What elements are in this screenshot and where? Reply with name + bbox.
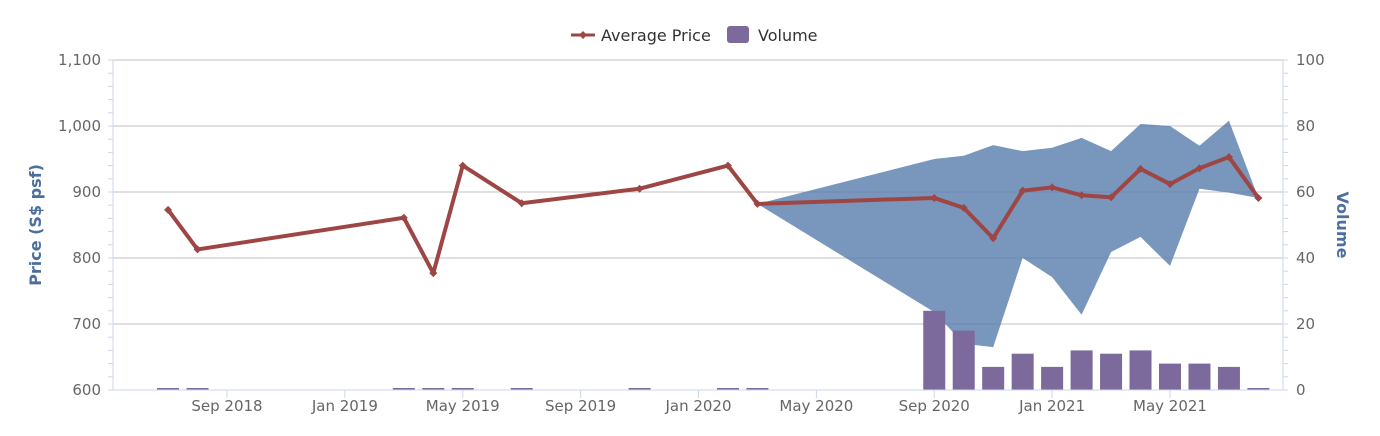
- bar-layer: [157, 310, 1270, 390]
- volume-bar: [392, 388, 415, 390]
- volume-bar: [1247, 388, 1270, 390]
- price-point-marker: [1018, 186, 1027, 195]
- volume-bar: [1159, 363, 1181, 390]
- volume-bar: [923, 310, 946, 390]
- price-point-marker: [1136, 164, 1145, 173]
- volume-bar: [1188, 363, 1211, 390]
- x-tick-label: May 2021: [1133, 397, 1207, 415]
- legend: Average Price Volume: [571, 26, 818, 45]
- price-point-marker: [753, 199, 762, 208]
- price-point-marker: [1195, 164, 1204, 173]
- y-left-tick-label: 1,000: [58, 117, 101, 135]
- volume-bar: [1070, 350, 1093, 390]
- line-layer: [164, 153, 1263, 278]
- legend-square-icon: [727, 26, 749, 43]
- price-point-marker: [1166, 180, 1174, 189]
- price-point-marker: [1048, 183, 1057, 192]
- legend-label-average-price: Average Price: [601, 26, 711, 45]
- price-point-marker: [429, 269, 438, 278]
- x-tick-label: Jan 2019: [311, 397, 378, 415]
- volume-bar: [451, 388, 474, 390]
- x-tick-label: Jan 2020: [664, 397, 731, 415]
- y-right-tick-label: 20: [1296, 315, 1315, 333]
- x-tick-label: Sep 2018: [191, 397, 262, 415]
- x-tick-label: May 2020: [779, 397, 853, 415]
- legend-label-volume: Volume: [758, 26, 818, 45]
- legend-item-volume[interactable]: Volume: [727, 26, 818, 45]
- volume-bar: [1011, 353, 1034, 390]
- axis-layer: 600 700 800 900 1,000 1,100 0 20 40 60 80 100 Sep 20…: [58, 51, 1325, 415]
- x-tick-label: Sep 2020: [899, 397, 970, 415]
- price-point-marker: [959, 203, 968, 212]
- price-range-area: [757, 120, 1259, 348]
- volume-bar: [746, 388, 769, 390]
- y-left-tick-label: 900: [72, 183, 101, 201]
- price-point-marker: [517, 199, 526, 208]
- volume-bar: [628, 388, 651, 390]
- volume-bar: [1217, 366, 1240, 390]
- price-point-marker: [635, 184, 644, 193]
- volume-bar: [1129, 350, 1152, 390]
- volume-bar: [186, 388, 209, 390]
- y-right-tick-label: 100: [1296, 51, 1325, 69]
- area-layer: [757, 120, 1259, 348]
- price-point-marker: [1224, 153, 1233, 162]
- y-left-tick-label: 600: [72, 381, 101, 399]
- y-left-tick-label: 800: [72, 249, 101, 267]
- price-point-marker: [989, 234, 998, 243]
- y-right-tick-label: 60: [1296, 183, 1315, 201]
- y-right-tick-label: 40: [1296, 249, 1315, 267]
- price-point-marker: [723, 161, 732, 170]
- volume-bar: [982, 366, 1005, 390]
- legend-item-average-price[interactable]: Average Price: [571, 26, 711, 45]
- volume-bar: [716, 388, 739, 390]
- price-point-marker: [1107, 193, 1116, 202]
- volume-bar: [1100, 353, 1123, 390]
- legend-diamond-icon: [579, 31, 587, 39]
- y-right-tick-label: 80: [1296, 117, 1315, 135]
- price-point-marker: [458, 161, 467, 170]
- y-axis-right-title: Volume: [1333, 192, 1352, 259]
- volume-bar: [952, 330, 975, 390]
- price-point-marker: [193, 245, 202, 254]
- y-left-tick-label: 700: [72, 315, 101, 333]
- y-axis-left-title: Price (S$ psf): [26, 164, 45, 286]
- x-tick-label: Jan 2021: [1018, 397, 1085, 415]
- price-point-marker: [164, 205, 173, 214]
- price-point-marker: [930, 193, 939, 202]
- x-tick-label: Sep 2019: [545, 397, 616, 415]
- price-point-marker: [1254, 193, 1263, 202]
- volume-bar: [422, 388, 445, 390]
- price-point-marker: [1077, 191, 1086, 200]
- y-left-tick-label: 1,100: [58, 51, 101, 69]
- volume-bar: [157, 388, 180, 390]
- volume-bar: [510, 388, 533, 390]
- volume-bar: [1041, 366, 1064, 390]
- y-right-tick-label: 0: [1296, 381, 1306, 399]
- price-point-marker: [399, 213, 408, 222]
- x-tick-label: May 2019: [426, 397, 500, 415]
